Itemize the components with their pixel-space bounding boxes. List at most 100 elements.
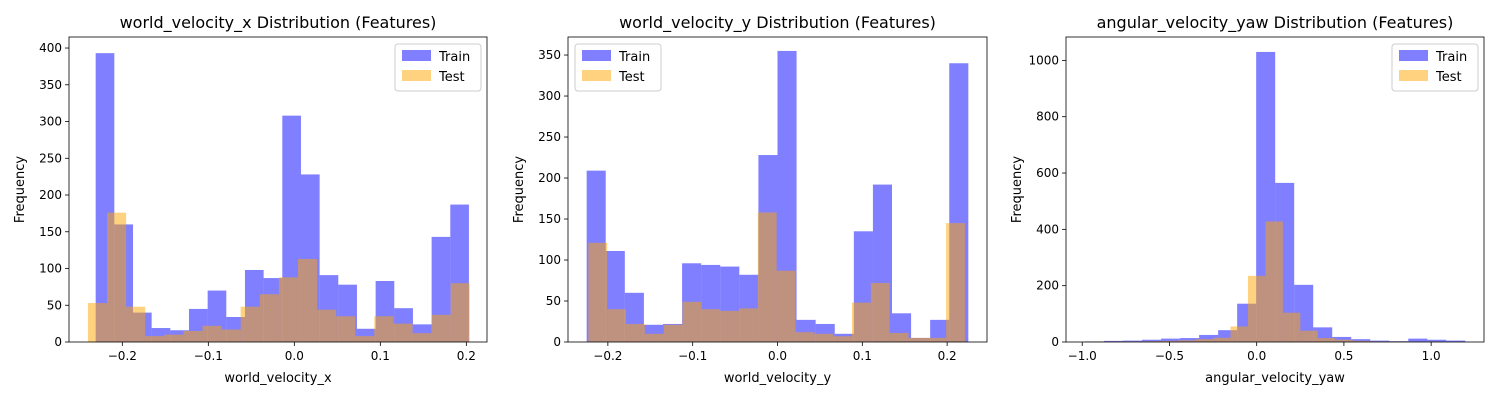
bar-train-15	[1351, 339, 1371, 342]
y-tick-label: 300	[39, 115, 62, 129]
legend-swatch-train	[582, 50, 611, 61]
bar-train-19	[1427, 339, 1447, 342]
bar-test-15	[851, 302, 871, 342]
legend-label-test: Test	[438, 70, 465, 85]
bar-train-14	[1332, 336, 1352, 342]
chart-panel-3: −1.0 −0.5 0.0 0.5 1.0 0 200 400 600 800 1000 angula…	[1010, 13, 1485, 386]
y-tick-label: 1000	[1028, 53, 1059, 67]
bar-test-15	[1335, 339, 1353, 342]
x-tick-label: −1.0	[1068, 349, 1097, 363]
bar-train-19	[930, 319, 950, 342]
y-tick-label: 300	[538, 89, 561, 103]
bar-train-16	[1370, 340, 1390, 342]
x-tick-label: 0.0	[768, 349, 787, 363]
y-tick-label: 350	[538, 48, 561, 62]
bar-train-6	[1180, 338, 1200, 342]
y-tick-label: 100	[538, 253, 561, 267]
bar-test-6	[682, 301, 702, 342]
y-tick-label: 350	[39, 78, 62, 92]
bar-test-5	[1160, 340, 1179, 342]
bar-test-16	[870, 282, 890, 342]
y-tick-label: 150	[538, 212, 561, 226]
bar-test-4	[644, 333, 664, 342]
chart-panel-2: −0.2 −0.1 0.0 0.1 0.2 0 50 100 150 200 250 300 350 wo…	[512, 13, 988, 386]
chart-panel-1: −0.2 −0.1 0.0 0.1 0.2 0 50 100 150 200 250 300 350 40…	[13, 13, 488, 386]
y-tick-label: 600	[1036, 166, 1059, 180]
bar-test-6	[1178, 340, 1196, 342]
bar-test-16	[374, 316, 394, 342]
legend-label-test: Test	[618, 70, 645, 85]
x-tick-label: −0.2	[593, 349, 622, 363]
bar-test-12	[795, 332, 815, 342]
bar-test-8	[221, 329, 241, 342]
legend-swatch-test	[1399, 70, 1428, 81]
x-tick-label: −0.1	[194, 349, 223, 363]
bar-test-18	[908, 337, 928, 342]
y-tick-label: 800	[1036, 110, 1059, 124]
bar-test-9	[738, 308, 758, 342]
bar-test-12	[1282, 312, 1301, 342]
bar-test-3	[626, 323, 645, 342]
y-tick-label: 400	[1036, 222, 1059, 236]
bar-test-14	[1317, 338, 1336, 342]
legend: Train Test	[1391, 43, 1479, 92]
bar-test-4	[145, 336, 165, 342]
bar-test-5	[164, 334, 184, 342]
bar-test-14	[336, 316, 356, 342]
y-axis-label: Frequency	[13, 156, 28, 223]
y-tick-label: 100	[39, 262, 62, 276]
bar-test-10	[1247, 275, 1266, 342]
legend-label-train: Train	[1435, 50, 1467, 65]
bar-train-3	[1123, 340, 1143, 342]
chart-title: world_velocity_x Distribution (Features)	[120, 13, 437, 33]
bar-test-1	[588, 242, 608, 342]
bar-test-16	[1352, 340, 1371, 342]
y-tick-label: 0	[1051, 335, 1059, 349]
bar-test-12	[297, 258, 318, 342]
bar-test-7	[202, 325, 222, 342]
bar-test-11	[776, 270, 796, 342]
bar-test-7	[701, 309, 721, 342]
bar-test-11	[1265, 221, 1283, 342]
bar-test-2	[607, 309, 627, 342]
x-axis-label: world_velocity_y	[724, 371, 832, 386]
x-tick-label: 0.2	[457, 349, 476, 363]
axes-frame	[1065, 36, 1485, 343]
bar-train-11	[777, 50, 797, 342]
x-axis-label: angular_velocity_yaw	[1205, 371, 1345, 386]
bar-test-3	[126, 306, 146, 342]
bar-test-13	[317, 309, 337, 342]
axes-frame	[68, 36, 488, 343]
bar-test-7	[1195, 339, 1214, 342]
y-tick-label: 200	[1036, 279, 1059, 293]
y-tick-label: 0	[553, 335, 561, 349]
bar-test-9	[1230, 326, 1248, 342]
x-axis-label: world_velocity_x	[224, 371, 332, 386]
legend: Train Test	[394, 43, 482, 92]
bar-test-11	[278, 277, 298, 342]
y-tick-label: 400	[39, 41, 62, 55]
legend-swatch-train	[1399, 50, 1428, 61]
bar-test-9	[240, 306, 260, 342]
bar-test-19	[927, 337, 947, 342]
legend-label-test: Test	[1435, 70, 1462, 85]
bar-test-10	[259, 294, 279, 342]
legend-label-train: Train	[618, 50, 650, 65]
bar-test-2	[107, 212, 127, 342]
x-tick-label: −0.5	[1155, 349, 1184, 363]
bar-test-15	[355, 336, 375, 342]
bar-test-4	[1143, 341, 1161, 342]
bar-test-13	[814, 333, 834, 342]
x-tick-label: 0.5	[1334, 349, 1353, 363]
x-tick-label: 0.0	[1247, 349, 1266, 363]
bar-test-13	[1300, 330, 1318, 342]
y-tick-label: 0	[54, 335, 62, 349]
bar-test-18	[412, 333, 432, 342]
y-tick-label: 150	[39, 225, 62, 239]
bar-test-19	[431, 314, 451, 342]
bar-test-5	[663, 324, 683, 342]
series-test-bars	[87, 212, 470, 342]
x-tick-label: 0.2	[938, 349, 957, 363]
x-tick-label: −0.2	[108, 349, 137, 363]
